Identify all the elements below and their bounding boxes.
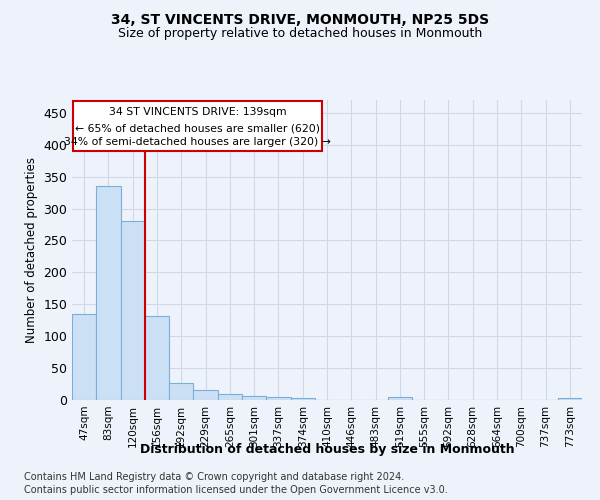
Bar [558,398,582,400]
Bar [388,398,412,400]
Text: Distribution of detached houses by size in Monmouth: Distribution of detached houses by size … [140,442,514,456]
Text: 34, ST VINCENTS DRIVE, MONMOUTH, NP25 5DS: 34, ST VINCENTS DRIVE, MONMOUTH, NP25 5D… [111,12,489,26]
Text: ← 65% of detached houses are smaller (620): ← 65% of detached houses are smaller (62… [75,124,320,134]
Bar [242,396,266,400]
Bar [266,397,290,400]
Bar [145,316,169,400]
FancyBboxPatch shape [73,102,322,151]
Bar [193,390,218,400]
Bar [96,186,121,400]
Bar [72,314,96,400]
Text: Contains public sector information licensed under the Open Government Licence v3: Contains public sector information licen… [24,485,448,495]
Text: Contains HM Land Registry data © Crown copyright and database right 2024.: Contains HM Land Registry data © Crown c… [24,472,404,482]
Bar [169,384,193,400]
Bar [121,222,145,400]
Bar [218,394,242,400]
Text: 34% of semi-detached houses are larger (320) →: 34% of semi-detached houses are larger (… [64,137,331,147]
Bar [290,398,315,400]
Y-axis label: Number of detached properties: Number of detached properties [25,157,38,343]
Text: Size of property relative to detached houses in Monmouth: Size of property relative to detached ho… [118,28,482,40]
Text: 34 ST VINCENTS DRIVE: 139sqm: 34 ST VINCENTS DRIVE: 139sqm [109,108,286,118]
